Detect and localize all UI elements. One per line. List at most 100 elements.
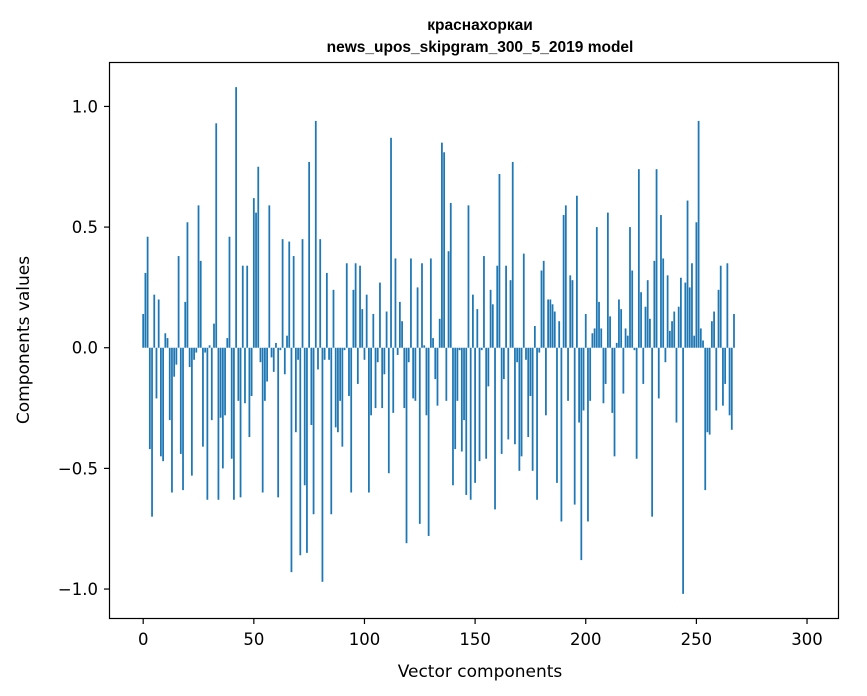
- bar: [412, 347, 415, 399]
- bar: [199, 260, 202, 348]
- bar: [345, 263, 348, 348]
- bar: [270, 347, 273, 358]
- bar: [529, 347, 532, 396]
- bar: [476, 309, 479, 348]
- bar: [677, 306, 680, 348]
- bar: [578, 347, 580, 423]
- x-tick-label: 0: [138, 630, 149, 649]
- bar: [365, 294, 368, 348]
- bar: [547, 299, 550, 348]
- bar: [682, 347, 684, 594]
- bar: [252, 198, 255, 348]
- bar: [261, 347, 264, 493]
- plot-frame: [108, 61, 840, 620]
- bar: [542, 260, 545, 348]
- bar: [148, 347, 151, 450]
- bar: [168, 347, 171, 421]
- bar: [549, 299, 552, 348]
- bar: [502, 347, 505, 380]
- bar: [520, 347, 523, 457]
- bar: [560, 347, 563, 522]
- bar: [664, 347, 667, 363]
- bar: [337, 347, 339, 433]
- bar: [531, 347, 534, 471]
- bar: [699, 328, 702, 348]
- bar: [142, 313, 145, 348]
- bar: [246, 265, 249, 348]
- bar: [228, 236, 231, 348]
- bar: [606, 212, 609, 348]
- bar: [684, 282, 687, 348]
- bar: [582, 347, 585, 411]
- bar: [319, 239, 322, 348]
- bar: [410, 258, 412, 348]
- bar: [657, 347, 660, 399]
- bar: [500, 347, 503, 454]
- bar: [310, 347, 313, 425]
- bar: [348, 347, 350, 396]
- bar: [485, 347, 488, 459]
- bar: [441, 142, 443, 348]
- bar: [447, 251, 450, 348]
- bar: [673, 311, 676, 348]
- bar: [587, 347, 589, 522]
- bar: [405, 347, 408, 544]
- bar: [489, 289, 492, 348]
- y-axis-label: Components values: [14, 256, 34, 424]
- bar: [372, 313, 375, 348]
- bar: [432, 338, 434, 348]
- bars-group: [142, 87, 735, 594]
- bar: [193, 347, 195, 360]
- bar: [297, 347, 299, 360]
- y-tick-label: 0.0: [72, 339, 98, 358]
- bar: [275, 342, 277, 348]
- bar: [518, 347, 521, 471]
- bar: [202, 347, 204, 447]
- bar: [277, 347, 280, 498]
- bar: [622, 347, 625, 394]
- bar: [175, 347, 178, 365]
- bar: [376, 347, 379, 363]
- bar: [626, 335, 629, 348]
- bar: [704, 347, 707, 491]
- bar: [429, 258, 432, 348]
- bar: [452, 347, 454, 486]
- bar: [330, 347, 333, 515]
- bar: [328, 347, 330, 360]
- bar: [182, 347, 184, 491]
- bar: [359, 265, 361, 348]
- bar: [374, 347, 377, 409]
- bar: [724, 347, 727, 384]
- bar: [434, 347, 437, 380]
- bar: [363, 347, 366, 360]
- bar: [633, 347, 636, 351]
- bar: [213, 323, 215, 348]
- bar: [595, 227, 598, 348]
- bar: [591, 333, 594, 348]
- bar: [695, 222, 698, 348]
- bar: [179, 347, 182, 454]
- bar: [195, 347, 198, 353]
- bar: [255, 212, 257, 348]
- bar: [509, 280, 512, 348]
- bar: [686, 200, 689, 348]
- bar: [370, 347, 372, 416]
- bar: [688, 287, 691, 348]
- bar: [649, 318, 651, 348]
- bar: [197, 205, 200, 348]
- bar: [368, 347, 370, 493]
- bar: [266, 347, 268, 382]
- bar: [691, 263, 693, 348]
- bar: [615, 342, 618, 348]
- bar: [642, 347, 645, 384]
- bar: [259, 347, 262, 363]
- bar: [609, 316, 611, 348]
- bar: [644, 306, 647, 348]
- bar: [361, 309, 364, 348]
- bar: [292, 256, 295, 348]
- bar: [646, 280, 649, 348]
- bar: [511, 161, 514, 348]
- bar: [573, 347, 576, 505]
- bar: [445, 347, 448, 401]
- bar: [620, 309, 623, 348]
